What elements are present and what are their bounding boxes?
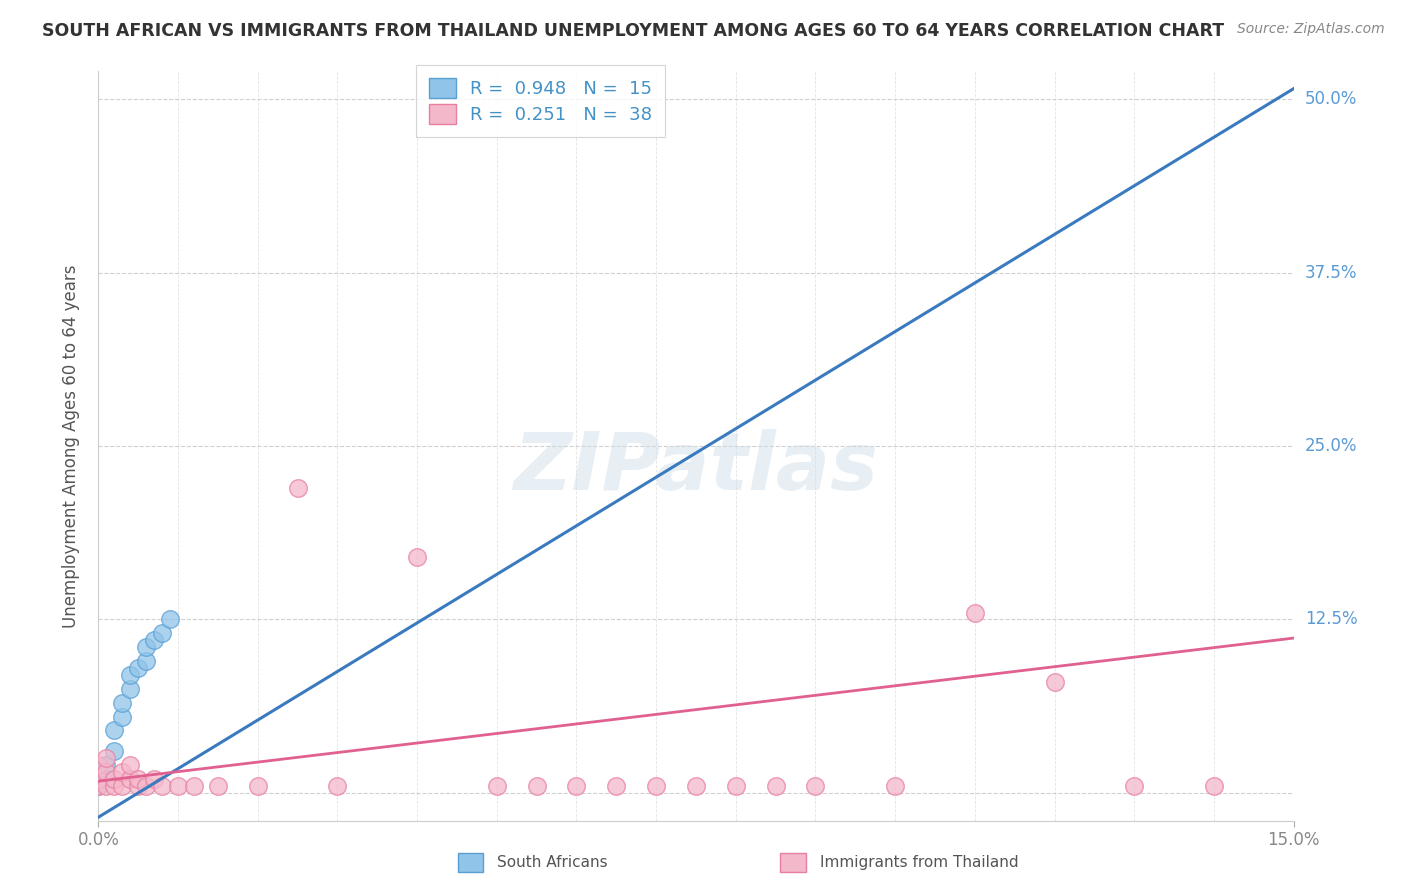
Point bbox=[103, 744, 125, 758]
Point bbox=[1043, 674, 1066, 689]
Point bbox=[96, 772, 118, 786]
Point bbox=[111, 779, 134, 793]
Point bbox=[1123, 779, 1146, 793]
Point bbox=[167, 779, 190, 793]
Text: SOUTH AFRICAN VS IMMIGRANTS FROM THAILAND UNEMPLOYMENT AMONG AGES 60 TO 64 YEARS: SOUTH AFRICAN VS IMMIGRANTS FROM THAILAN… bbox=[42, 22, 1225, 40]
Point bbox=[565, 779, 588, 793]
Point bbox=[120, 758, 142, 772]
Point bbox=[120, 772, 142, 786]
Point bbox=[143, 772, 166, 786]
Text: Source: ZipAtlas.com: Source: ZipAtlas.com bbox=[1237, 22, 1385, 37]
Point bbox=[183, 779, 205, 793]
Point bbox=[96, 751, 118, 765]
Y-axis label: Unemployment Among Ages 60 to 64 years: Unemployment Among Ages 60 to 64 years bbox=[62, 264, 80, 628]
Point bbox=[135, 654, 157, 668]
Point bbox=[804, 779, 827, 793]
Point bbox=[87, 772, 110, 786]
Text: 37.5%: 37.5% bbox=[1305, 263, 1357, 282]
Point bbox=[87, 779, 110, 793]
Point bbox=[111, 696, 134, 710]
Point bbox=[884, 779, 907, 793]
Point bbox=[120, 668, 142, 682]
Point bbox=[103, 772, 125, 786]
Point bbox=[127, 772, 149, 786]
Point bbox=[207, 779, 229, 793]
Point bbox=[605, 779, 627, 793]
Point bbox=[143, 633, 166, 648]
Point bbox=[326, 779, 349, 793]
Point bbox=[120, 681, 142, 696]
Text: Immigrants from Thailand: Immigrants from Thailand bbox=[820, 855, 1018, 870]
Point bbox=[135, 640, 157, 655]
Point bbox=[87, 758, 110, 772]
Text: 12.5%: 12.5% bbox=[1305, 610, 1357, 629]
Point bbox=[111, 765, 134, 780]
Text: 25.0%: 25.0% bbox=[1305, 437, 1357, 455]
Point bbox=[1202, 779, 1225, 793]
Point bbox=[526, 779, 548, 793]
Point bbox=[485, 779, 508, 793]
Point bbox=[111, 709, 134, 723]
Point bbox=[150, 626, 173, 640]
Point bbox=[135, 779, 157, 793]
Point bbox=[645, 779, 668, 793]
Point bbox=[103, 723, 125, 738]
Point bbox=[96, 765, 118, 780]
Point bbox=[685, 779, 707, 793]
Point bbox=[724, 779, 747, 793]
Point bbox=[96, 779, 118, 793]
Point bbox=[159, 612, 181, 626]
Text: ZIPatlas: ZIPatlas bbox=[513, 429, 879, 508]
Point bbox=[765, 779, 787, 793]
Text: 50.0%: 50.0% bbox=[1305, 90, 1357, 108]
Point bbox=[287, 481, 309, 495]
Legend: R =  0.948   N =  15, R =  0.251   N =  38: R = 0.948 N = 15, R = 0.251 N = 38 bbox=[416, 65, 665, 136]
Point bbox=[103, 779, 125, 793]
Text: South Africans: South Africans bbox=[498, 855, 607, 870]
Point bbox=[963, 606, 986, 620]
Point bbox=[150, 779, 173, 793]
Point bbox=[87, 779, 110, 793]
Point bbox=[127, 661, 149, 675]
Point bbox=[96, 758, 118, 772]
Point bbox=[246, 779, 269, 793]
Point bbox=[406, 549, 429, 564]
Point bbox=[127, 779, 149, 793]
